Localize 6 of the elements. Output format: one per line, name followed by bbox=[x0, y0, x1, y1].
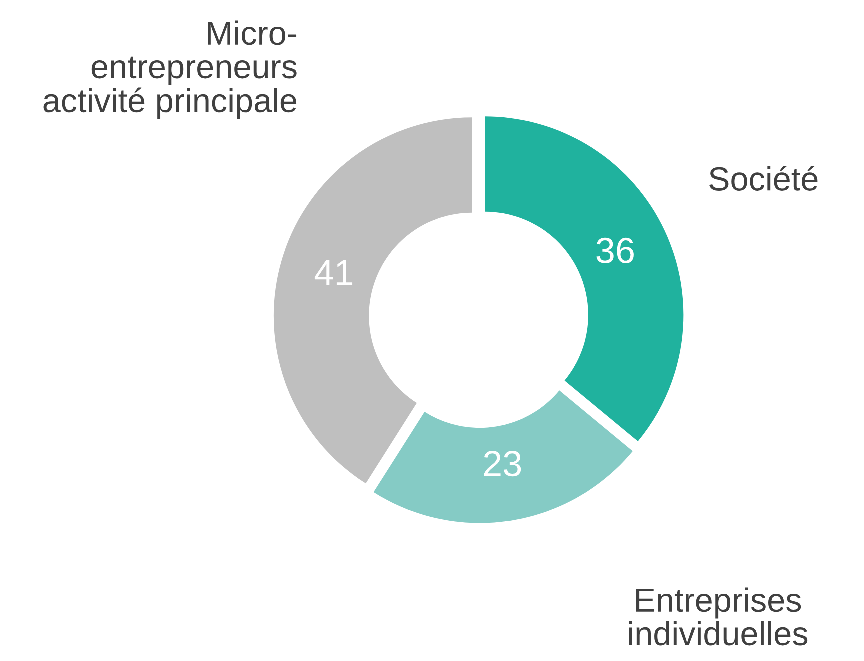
data-label: 41 bbox=[314, 260, 353, 286]
data-label: 23 bbox=[484, 451, 522, 477]
slice-label: Entreprises individuelles bbox=[629, 588, 808, 646]
slice-label: Société bbox=[710, 166, 818, 191]
slice-label: Micro- entrepreneurs activité principale bbox=[44, 20, 297, 120]
data-label: 36 bbox=[596, 238, 634, 264]
